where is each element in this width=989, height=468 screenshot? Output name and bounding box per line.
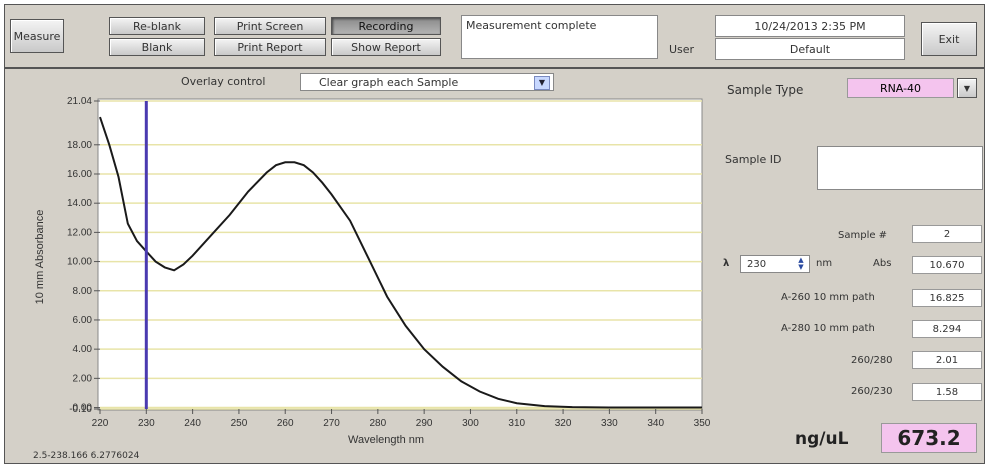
sample-type-label: Sample Type: [727, 83, 804, 97]
sample-type-value[interactable]: RNA-40: [847, 78, 954, 98]
abs-value: 10.670: [912, 256, 982, 274]
x-tick-label: 220: [92, 418, 109, 429]
sample-type-dropdown[interactable]: ▼: [957, 78, 977, 98]
sample-number-field[interactable]: 2: [912, 225, 982, 243]
plot-area: [97, 98, 703, 411]
ratio-260-230-label: 260/230: [851, 386, 893, 397]
print-screen-button[interactable]: Print Screen: [214, 17, 326, 35]
y-axis-ticks: 21.04 18.00 16.00 14.00 12.00 10.00 8.00 6.00 4.…: [67, 96, 100, 415]
concentration-label: ng/uL: [795, 429, 849, 449]
status-message: Measurement complete: [461, 15, 658, 59]
cursor-coordinates: 2.5-238.166 6.2776024: [33, 451, 140, 461]
overlay-label: Overlay control: [181, 75, 266, 88]
chevron-down-icon: ▼: [963, 83, 971, 93]
y-tick-label: 18.00: [67, 140, 92, 151]
y-tick-label: 8.00: [73, 286, 93, 297]
x-tick-label: 280: [370, 418, 387, 429]
a260-value: 16.825: [912, 289, 982, 307]
toolbar-divider: [5, 67, 984, 69]
datetime-display: 10/24/2013 2:35 PM: [715, 15, 905, 37]
y-tick-label: 16.00: [67, 169, 92, 180]
user-label: User: [669, 43, 695, 56]
y-tick-label: 2.00: [73, 373, 93, 384]
y-tick-label: 0.00: [73, 403, 93, 414]
y-tick-label: 10.00: [67, 257, 92, 268]
lambda-unit: nm: [816, 258, 833, 269]
x-tick-label: 300: [462, 418, 479, 429]
x-axis-label: Wavelength nm: [348, 434, 424, 446]
lambda-input[interactable]: 230 ▲ ▼: [740, 255, 810, 273]
ratio-260-230-value: 1.58: [912, 383, 982, 401]
chevron-down-icon[interactable]: ▼: [534, 76, 550, 90]
ratio-260-280-label: 260/280: [851, 355, 893, 366]
x-tick-label: 340: [647, 418, 664, 429]
x-tick-label: 250: [231, 418, 248, 429]
y-tick-label: 6.00: [73, 315, 93, 326]
measure-button[interactable]: Measure: [10, 19, 64, 53]
y-tick-label: -0.10: [69, 404, 92, 415]
overlay-select[interactable]: Clear graph each Sample ▼: [300, 73, 554, 91]
reblank-button[interactable]: Re-blank: [109, 17, 205, 35]
x-tick-label: 310: [508, 418, 525, 429]
sample-id-label: Sample ID: [725, 153, 782, 166]
x-tick-label: 270: [323, 418, 340, 429]
grid-lines: [100, 100, 702, 410]
x-tick-label: 240: [184, 418, 201, 429]
lambda-value: 230: [747, 258, 767, 270]
y-axis-label: 10 mm Absorbance: [34, 210, 46, 305]
nanodrop-window: Measure Re-blank Blank Print Screen Prin…: [4, 4, 985, 464]
x-tick-label: 230: [138, 418, 155, 429]
print-report-button[interactable]: Print Report: [214, 38, 326, 56]
y-tick-label: 14.00: [67, 198, 92, 209]
a280-value: 8.294: [912, 320, 982, 338]
absorbance-curve: [99, 116, 702, 409]
sample-number-label: Sample #: [838, 230, 888, 241]
recording-button[interactable]: Recording: [331, 17, 441, 35]
y-tick-label: 12.00: [67, 227, 92, 238]
x-tick-label: 350: [694, 418, 711, 429]
user-field[interactable]: Default: [715, 38, 905, 60]
ratio-260-280-value: 2.01: [912, 351, 982, 369]
concentration-value: 673.2: [881, 423, 977, 453]
x-axis-ticks: 220 230 240 250 260 270 280 290 300 310 320 330 340 3…: [92, 409, 711, 429]
a260-label: A-260 10 mm path: [781, 292, 875, 303]
lambda-symbol: λ: [723, 258, 730, 269]
show-report-button[interactable]: Show Report: [331, 38, 441, 56]
a280-label: A-280 10 mm path: [781, 323, 875, 334]
overlay-select-value: Clear graph each Sample: [319, 75, 459, 89]
x-tick-label: 320: [555, 418, 572, 429]
blank-button[interactable]: Blank: [109, 38, 205, 56]
spectrum-chart: 21.04 18.00 16.00 14.00 12.00 10.00 8.00 6.00 4.…: [34, 96, 711, 446]
spinner-icon[interactable]: ▲ ▼: [798, 256, 804, 271]
x-tick-label: 330: [601, 418, 618, 429]
y-tick-label: 4.00: [73, 344, 93, 355]
abs-label: Abs: [873, 258, 892, 269]
x-tick-label: 260: [277, 418, 294, 429]
sample-id-field[interactable]: [817, 146, 983, 190]
exit-button[interactable]: Exit: [921, 22, 977, 56]
x-tick-label: 290: [416, 418, 433, 429]
y-tick-label: 21.04: [67, 96, 92, 107]
